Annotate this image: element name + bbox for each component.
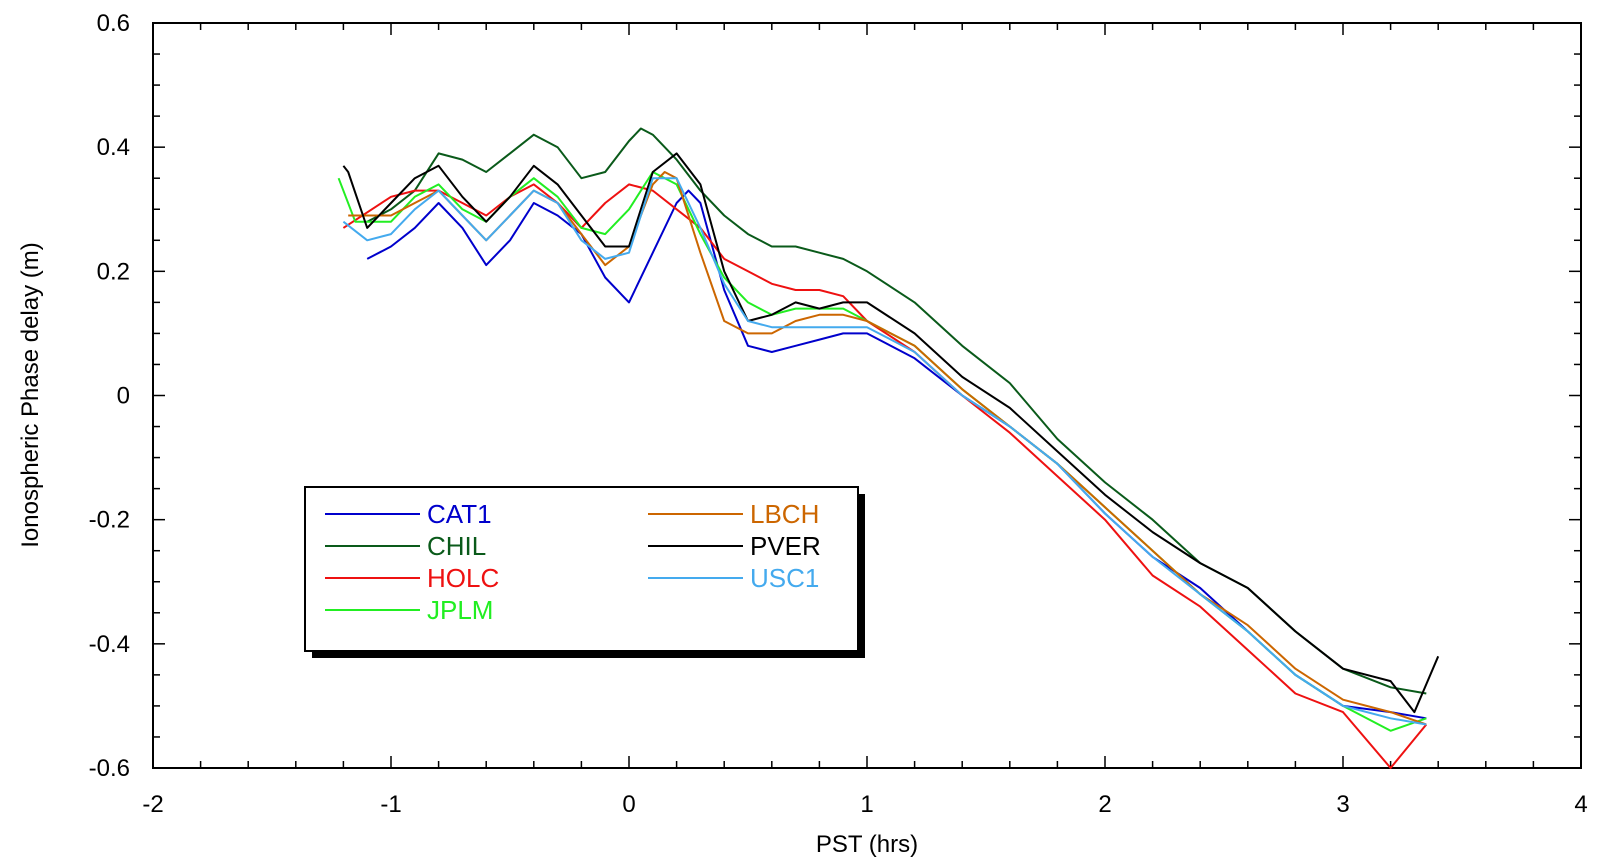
x-tick-label: -2 [142,791,163,818]
series-line-usc1 [342,177,1427,726]
legend-label-pver: PVER [750,531,821,561]
x-tick-label: 0 [622,791,635,818]
y-tick-label: -0.2 [89,507,130,534]
series-line-chil [366,127,1427,695]
x-tick-label: 4 [1574,791,1587,818]
legend-label-holc: HOLC [427,563,499,593]
axis-tick-labels: -2 -1 0 1 2 3 4 -0.6 -0.4 -0.2 0 0.2 0.4 0.6 [89,10,1588,818]
y-tick-label: 0.2 [97,258,130,285]
x-axis-label: PST (hrs) [816,831,918,858]
legend-label-lbch: LBCH [750,499,819,529]
y-axis-label: Ionospheric Phase delay (m) [17,242,44,547]
legend-label-chil: CHIL [427,531,486,561]
y-tick-label: 0.6 [97,10,130,37]
y-tick-label: 0.4 [97,134,130,161]
y-tick-label: -0.4 [89,631,130,658]
legend-label-cat1: CAT1 [427,499,492,529]
legend-label-usc1: USC1 [750,563,819,593]
y-tick-label: 0 [117,383,130,410]
series-line-holc [342,183,1428,769]
legend-label-jplm: JPLM [427,595,493,625]
axis-ticks [152,22,1582,769]
series-line-cat1 [366,189,1427,720]
x-tick-label: 1 [860,791,873,818]
x-tick-label: 2 [1098,791,1111,818]
x-tick-label: 3 [1336,791,1349,818]
series-layer [337,127,1440,769]
y-tick-label: -0.6 [89,755,130,782]
x-tick-label: -1 [380,791,401,818]
